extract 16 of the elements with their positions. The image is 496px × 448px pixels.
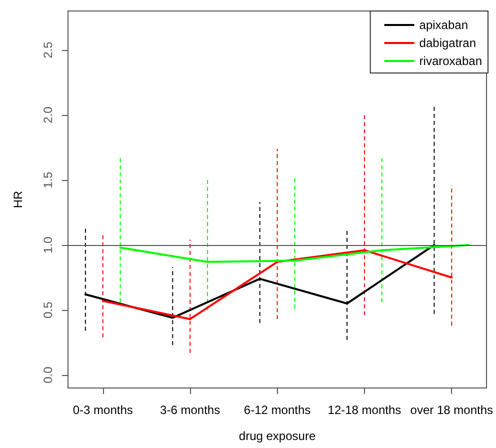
y-tick-label: 0.5 xyxy=(41,301,55,318)
x-tick-label: 3-6 months xyxy=(160,403,220,417)
x-tick-label: over 18 months xyxy=(410,403,494,417)
y-tick-label: 2.5 xyxy=(41,41,55,58)
x-tick-label: 0-3 months xyxy=(72,403,133,417)
y-tick-label: 1.5 xyxy=(41,171,55,188)
x-tick-label: 12-18 months xyxy=(328,403,402,417)
legend-label: dabigatran xyxy=(419,36,476,50)
y-tick-label: 0.0 xyxy=(41,366,55,384)
y-tick-label: 2.0 xyxy=(41,106,55,124)
legend-label: apixaban xyxy=(419,18,468,32)
y-axis-title: HR xyxy=(11,190,25,208)
legend-label: rivaroxaban xyxy=(419,54,482,68)
x-axis-title: drug exposure xyxy=(238,429,316,443)
x-tick-label: 6-12 months xyxy=(244,403,311,417)
y-tick-label: 1.0 xyxy=(41,236,55,254)
